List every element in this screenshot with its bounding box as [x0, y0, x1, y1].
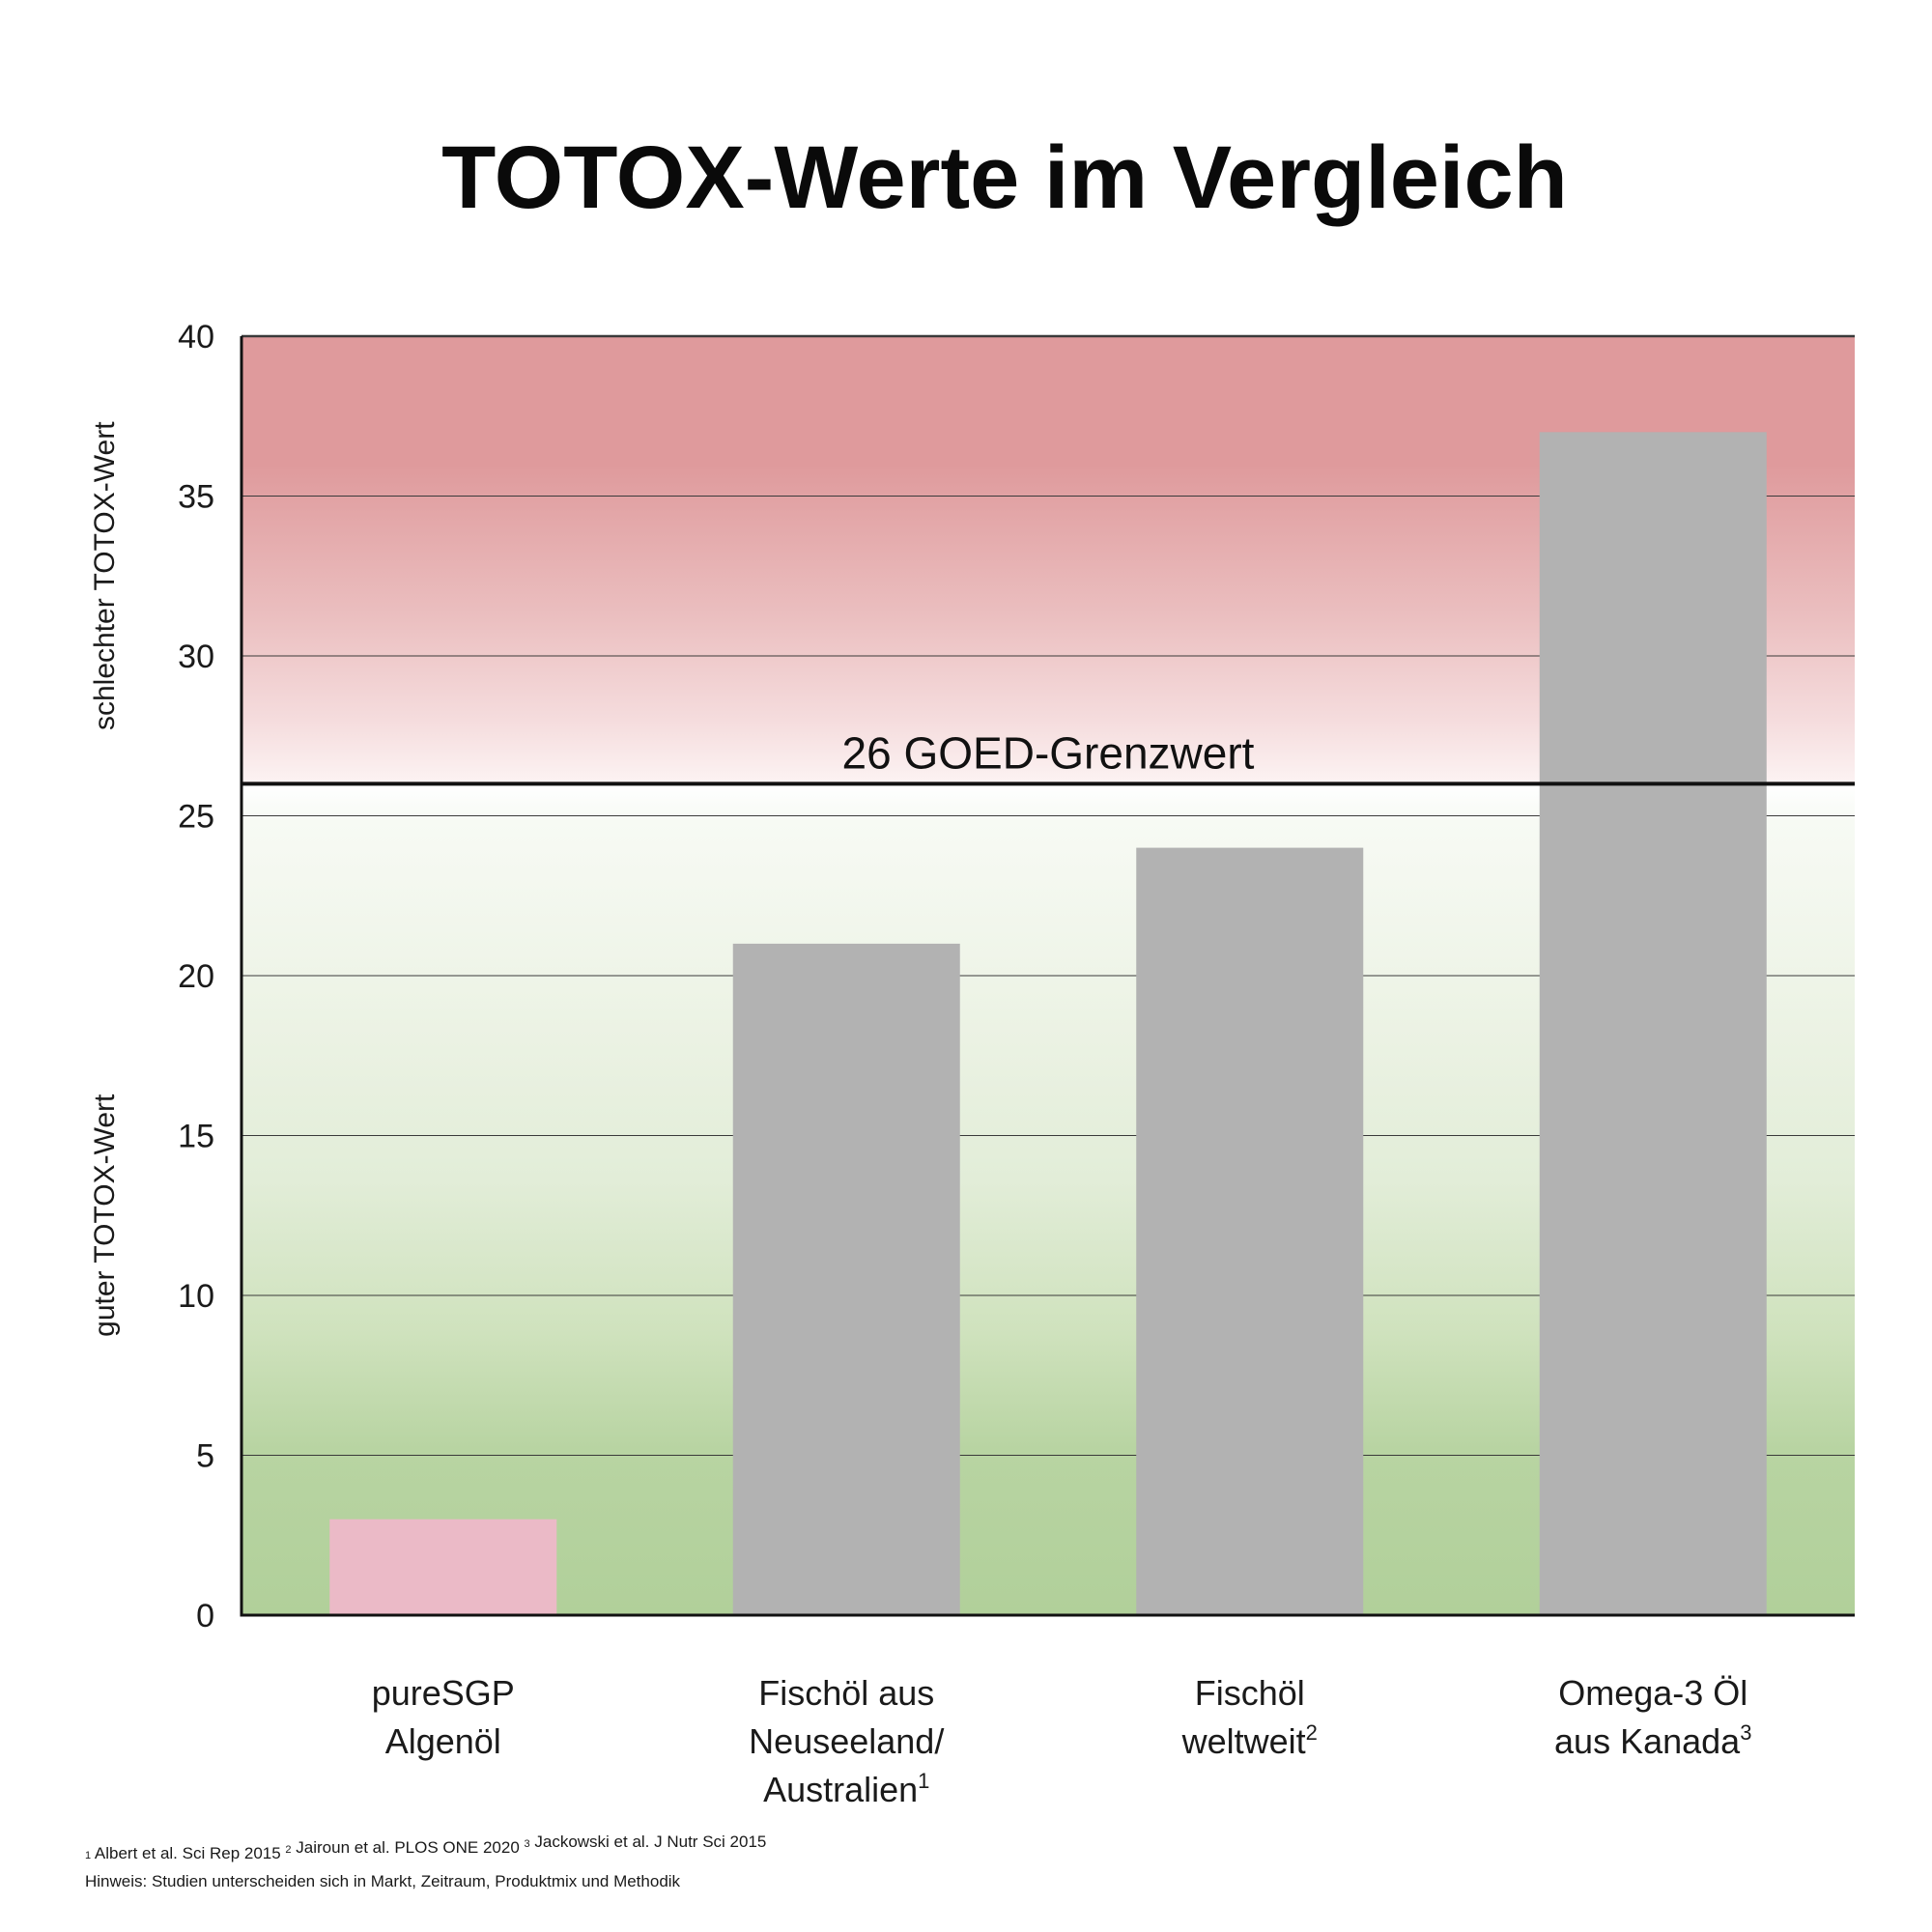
footnotes: 1 Albert et al. Sci Rep 2015 2 Jairoun e… — [85, 1833, 766, 1890]
category-label-4: Omega-3 Öl aus Kanada3 — [1554, 1673, 1751, 1761]
category-label-2: Fischöl aus Neuseeland/Australien1 — [749, 1673, 944, 1809]
bar-2 — [732, 943, 960, 1615]
y-tick-label-35: 35 — [178, 479, 214, 516]
y-tick-label-20: 20 — [178, 958, 214, 995]
y-tick-label-0: 0 — [196, 1598, 214, 1634]
bars — [329, 432, 1767, 1615]
threshold-label: 26 GOED-Grenzwert — [842, 727, 1255, 778]
footnote-line-1: 1 Albert et al. Sci Rep 2015 2 Jairoun e… — [85, 1833, 766, 1862]
y-side-label-bad: schlechter TOTOX-Wert — [89, 421, 121, 730]
y-tick-label-10: 10 — [178, 1278, 214, 1315]
category-label-3: Fischöl weltweit2 — [1181, 1673, 1318, 1761]
y-tick-label-25: 25 — [178, 799, 214, 836]
y-tick-labels: 0 5 10 15 20 25 30 35 40 — [178, 319, 214, 1634]
y-tick-label-15: 15 — [178, 1119, 214, 1155]
y-side-label-good: guter TOTOX-Wert — [89, 1094, 121, 1337]
footnote-line-2: Hinweis: Studien unterscheiden sich in M… — [85, 1872, 681, 1890]
y-tick-label-5: 5 — [196, 1438, 214, 1475]
y-tick-label-40: 40 — [178, 319, 214, 355]
chart-title: TOTOX-Werte im Vergleich — [441, 128, 1568, 227]
y-tick-label-30: 30 — [178, 639, 214, 675]
bar-4 — [1539, 432, 1767, 1615]
category-labels: pureSGP Algenöl Fischöl aus Neuseeland/Aust… — [372, 1673, 1752, 1809]
category-label-1: pureSGP Algenöl — [372, 1673, 515, 1761]
bar-3 — [1136, 847, 1364, 1615]
bar-1 — [329, 1519, 557, 1615]
